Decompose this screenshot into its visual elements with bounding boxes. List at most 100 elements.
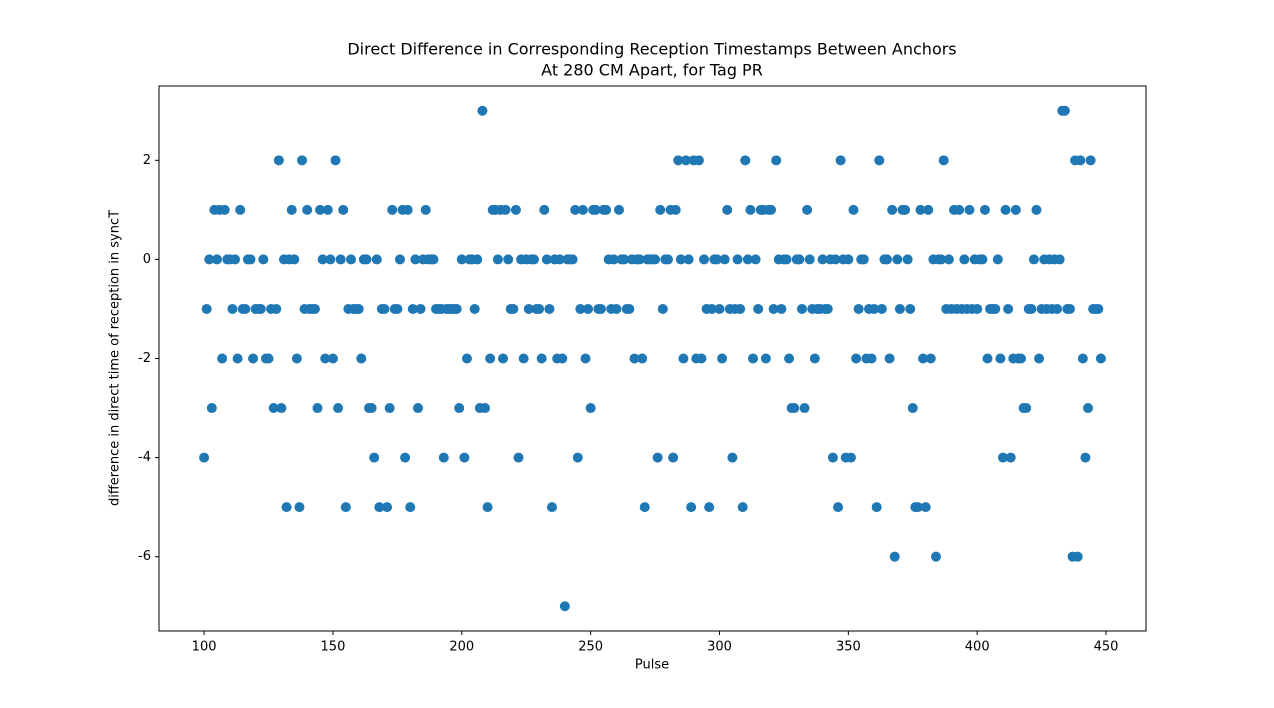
point bbox=[379, 303, 390, 314]
point bbox=[211, 254, 222, 265]
point bbox=[1085, 155, 1096, 166]
point bbox=[982, 353, 993, 364]
point bbox=[719, 254, 730, 265]
point bbox=[286, 204, 297, 215]
point bbox=[528, 254, 539, 265]
point bbox=[845, 452, 856, 463]
point bbox=[539, 204, 550, 215]
point bbox=[634, 254, 645, 265]
x-axis-label: Pulse bbox=[635, 658, 669, 673]
point bbox=[1054, 254, 1065, 265]
point bbox=[294, 502, 305, 513]
point bbox=[871, 502, 882, 513]
point bbox=[889, 551, 900, 562]
point bbox=[771, 155, 782, 166]
point bbox=[361, 254, 372, 265]
point bbox=[673, 155, 684, 166]
point bbox=[454, 403, 465, 414]
point bbox=[199, 452, 210, 463]
point bbox=[1093, 303, 1104, 314]
point bbox=[590, 204, 601, 215]
point bbox=[1064, 303, 1075, 314]
point bbox=[503, 254, 514, 265]
point bbox=[781, 254, 792, 265]
plot-frame bbox=[158, 85, 1147, 632]
point bbox=[745, 204, 756, 215]
point bbox=[273, 155, 284, 166]
point bbox=[1072, 551, 1083, 562]
point bbox=[369, 452, 380, 463]
x-tick-label: 250 bbox=[578, 640, 603, 655]
point bbox=[317, 254, 328, 265]
point bbox=[817, 254, 828, 265]
point bbox=[925, 353, 936, 364]
point bbox=[995, 353, 1006, 364]
point bbox=[954, 204, 965, 215]
point bbox=[753, 303, 764, 314]
point bbox=[567, 254, 578, 265]
point bbox=[508, 303, 519, 314]
point bbox=[420, 204, 431, 215]
point bbox=[353, 303, 364, 314]
point bbox=[915, 204, 926, 215]
point bbox=[204, 254, 215, 265]
point bbox=[722, 204, 733, 215]
point bbox=[536, 353, 547, 364]
y-tick-label: 2 bbox=[143, 153, 151, 168]
point bbox=[711, 254, 722, 265]
point bbox=[245, 254, 256, 265]
point bbox=[258, 254, 269, 265]
point bbox=[668, 452, 679, 463]
point bbox=[809, 353, 820, 364]
point bbox=[240, 303, 251, 314]
point bbox=[281, 502, 292, 513]
point bbox=[794, 254, 805, 265]
point bbox=[374, 502, 385, 513]
point bbox=[1075, 155, 1086, 166]
point bbox=[271, 303, 282, 314]
point bbox=[201, 303, 212, 314]
point bbox=[905, 303, 916, 314]
point bbox=[583, 303, 594, 314]
point bbox=[322, 204, 333, 215]
x-tick-label: 200 bbox=[449, 640, 474, 655]
point bbox=[601, 204, 612, 215]
chart-title: Direct Difference in Corresponding Recep… bbox=[347, 40, 956, 59]
point bbox=[330, 155, 341, 166]
point bbox=[629, 353, 640, 364]
point bbox=[523, 303, 534, 314]
point bbox=[371, 254, 382, 265]
x-tick-label: 400 bbox=[965, 640, 990, 655]
point bbox=[943, 254, 954, 265]
point bbox=[518, 353, 529, 364]
point bbox=[438, 452, 449, 463]
point bbox=[704, 502, 715, 513]
point bbox=[799, 403, 810, 414]
point bbox=[732, 254, 743, 265]
point bbox=[959, 254, 970, 265]
point bbox=[683, 254, 694, 265]
point bbox=[681, 155, 692, 166]
point bbox=[382, 502, 393, 513]
point bbox=[699, 254, 710, 265]
point bbox=[784, 353, 795, 364]
point bbox=[900, 204, 911, 215]
point bbox=[410, 254, 421, 265]
point bbox=[219, 204, 230, 215]
point bbox=[848, 204, 859, 215]
point bbox=[1010, 204, 1021, 215]
point bbox=[1003, 303, 1014, 314]
point bbox=[320, 353, 331, 364]
point bbox=[742, 254, 753, 265]
point bbox=[990, 303, 1001, 314]
point bbox=[972, 303, 983, 314]
chart-subtitle: At 280 CM Apart, for Tag PR bbox=[541, 61, 763, 80]
point bbox=[510, 204, 521, 215]
point bbox=[892, 254, 903, 265]
point bbox=[1080, 452, 1091, 463]
point bbox=[833, 502, 844, 513]
point bbox=[312, 403, 323, 414]
point bbox=[392, 303, 403, 314]
point bbox=[979, 204, 990, 215]
